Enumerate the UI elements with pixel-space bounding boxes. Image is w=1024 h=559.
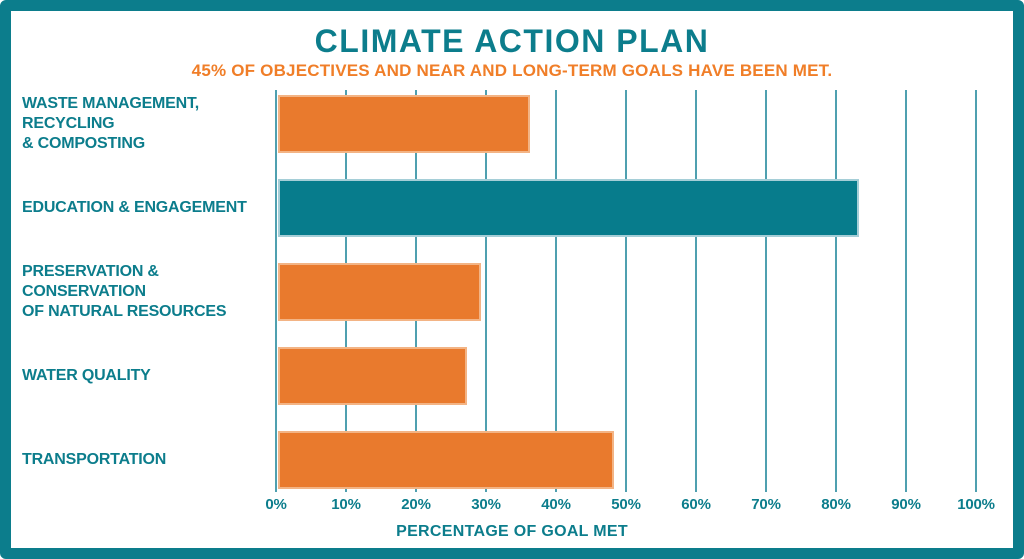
x-tick-label: 60%	[681, 496, 711, 513]
gridline-100pct	[975, 90, 977, 492]
category-label-line: PRESERVATION & CONSERVATION	[22, 263, 159, 300]
category-label-line: WASTE MANAGEMENT, RECYCLING	[22, 95, 200, 132]
x-tick-label: 100%	[957, 496, 995, 513]
gridline-0pct	[275, 90, 277, 492]
bar-transportation	[278, 431, 614, 489]
category-label-line: & COMPOSTING	[22, 135, 145, 152]
x-tick-label: 70%	[751, 496, 781, 513]
category-label-preservation-conservation: PRESERVATION & CONSERVATION OF NATURAL RE…	[22, 262, 277, 322]
x-axis-label: PERCENTAGE OF GOAL MET	[396, 523, 628, 540]
page-subtitle: 45% OF OBJECTIVES AND NEAR AND LONG-TERM…	[191, 61, 833, 80]
x-tick-label: 20%	[401, 496, 431, 513]
x-tick-label: 10%	[331, 496, 361, 513]
x-tick-label: 30%	[471, 496, 501, 513]
x-tick-label: 50%	[611, 496, 641, 513]
x-tick-label: 40%	[541, 496, 571, 513]
x-tick-label: 80%	[821, 496, 851, 513]
plot-area: 0% 10% 20% 30% 40% 50% 60% 70% 80% 90% 100%	[265, 90, 995, 513]
gridline-40pct	[555, 90, 557, 492]
bar-water-quality	[278, 347, 467, 405]
gridline-80pct	[835, 90, 837, 492]
category-label-line: OF NATURAL RESOURCES	[22, 303, 227, 320]
x-tick-label: 90%	[891, 496, 921, 513]
category-label-transportation: TRANSPORTATION	[22, 430, 277, 490]
gridline-30pct	[485, 90, 487, 492]
category-label-waste-management-recycling: WASTE MANAGEMENT, RECYCLING & COMPOSTING	[22, 94, 277, 154]
category-label-line: WATER QUALITY	[22, 367, 151, 384]
category-label-line: EDUCATION & ENGAGEMENT	[22, 199, 247, 216]
gridline-60pct	[695, 90, 697, 492]
category-label-line: TRANSPORTATION	[22, 451, 167, 468]
category-label-water-quality: WATER QUALITY	[22, 346, 277, 406]
bar-education-engagement	[278, 179, 859, 237]
bar-waste-management-recycling	[278, 95, 530, 153]
bar-preservation-conservation	[278, 263, 481, 321]
gridline-70pct	[765, 90, 767, 492]
category-label-education-engagement: EDUCATION & ENGAGEMENT	[22, 178, 277, 238]
page-title: CLIMATE ACTION PLAN	[314, 23, 710, 59]
x-tick-label: 0%	[265, 496, 287, 513]
gridline-90pct	[905, 90, 907, 492]
gridline-50pct	[625, 90, 627, 492]
